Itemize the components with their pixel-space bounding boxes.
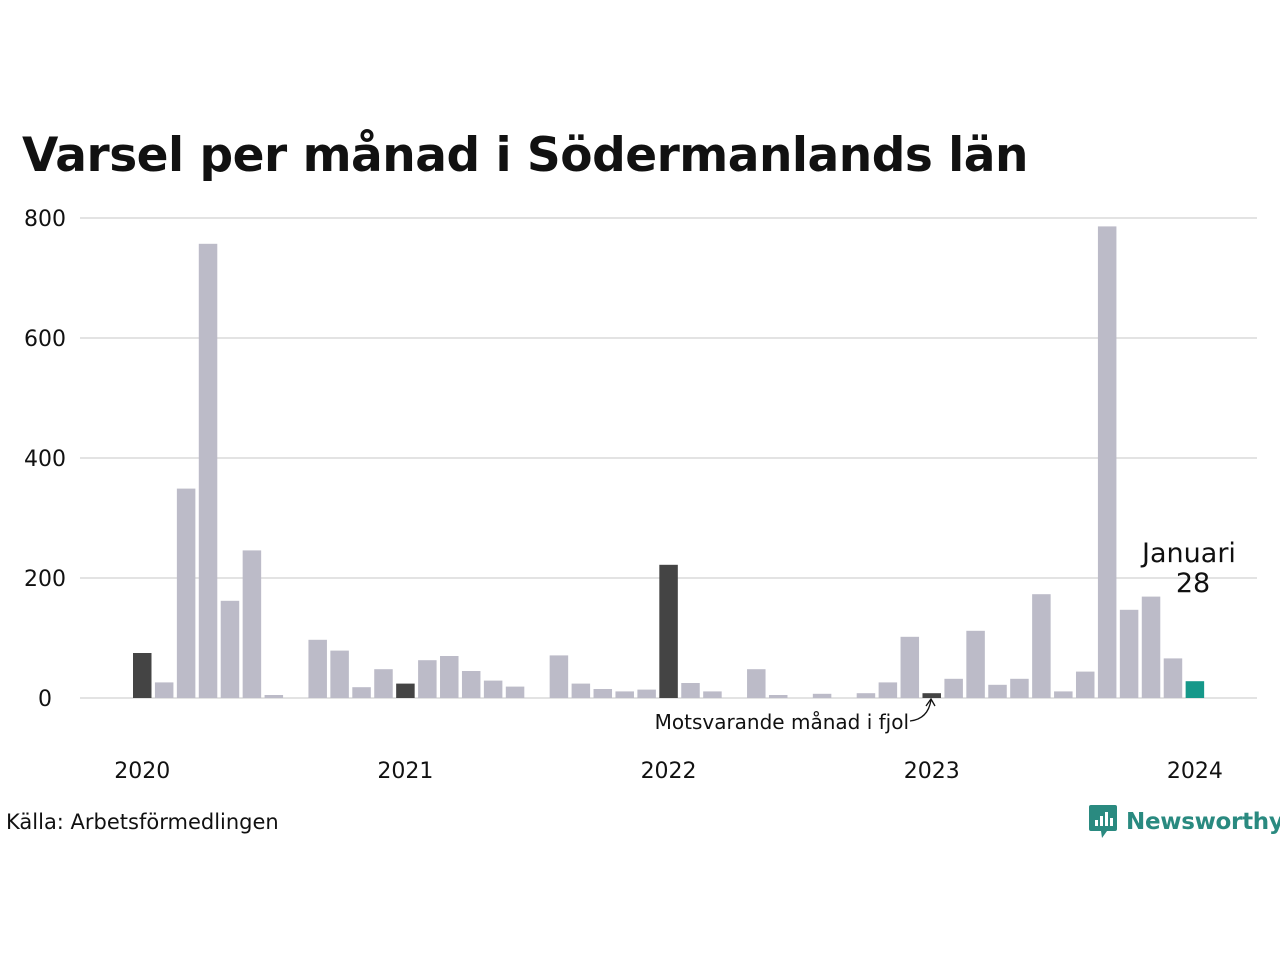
bar-2020-11: [352, 687, 371, 698]
bar-2021-08: [549, 655, 569, 698]
bar-2022-01: [659, 564, 678, 698]
bar-2020-06: [242, 550, 262, 698]
x-tick-label: 2023: [904, 759, 960, 784]
bar-2020-12: [374, 669, 393, 698]
bar-2021-06: [505, 686, 525, 698]
y-tick-label: 800: [24, 207, 66, 232]
bar-2023-07: [1054, 691, 1073, 698]
brand-logo: Newsworthy: [1088, 804, 1280, 840]
x-tick-label: 2021: [377, 759, 433, 784]
bar-2020-04: [198, 243, 218, 699]
previous-year-arrow: [909, 699, 932, 722]
bar-2022-03: [703, 691, 722, 698]
source-note: Källa: Arbetsförmedlingen: [6, 810, 279, 834]
bars: [133, 226, 1205, 699]
bar-2021-09: [571, 683, 591, 698]
bar-2022-06: [768, 695, 788, 698]
bar-2021-11: [615, 691, 634, 698]
bar-2020-09: [308, 639, 327, 698]
bar-2022-12: [900, 636, 920, 698]
bar-2021-02: [418, 660, 437, 698]
bar-2022-11: [878, 682, 898, 698]
bar-2023-10: [1119, 609, 1139, 698]
bar-2022-02: [681, 683, 700, 698]
x-tick-label: 2020: [114, 759, 170, 784]
bar-2023-01: [922, 693, 941, 698]
x-axis-tick-labels: 2020 2021 2022 2023 2024: [114, 759, 1223, 784]
bar-2023-12: [1163, 658, 1183, 698]
bar-2021-03: [440, 656, 459, 698]
bar-2021-01: [396, 683, 415, 698]
bar-2023-03: [966, 630, 985, 698]
bar-2021-10: [593, 689, 613, 698]
y-tick-label: 200: [24, 567, 66, 592]
bar-2020-02: [154, 682, 174, 698]
bar-2023-08: [1075, 671, 1095, 698]
bar-2022-05: [747, 669, 766, 698]
bar-2022-10: [856, 693, 876, 698]
current-month-label: Januari: [1140, 538, 1236, 569]
bar-2024-01: [1185, 681, 1205, 698]
bar-2023-09: [1097, 226, 1117, 698]
y-tick-label: 600: [24, 327, 66, 352]
y-axis-tick-labels: 0 200 400 600 800: [24, 207, 66, 712]
bar-2023-11: [1141, 596, 1161, 698]
bar-2020-01: [133, 653, 152, 698]
bar-2023-02: [944, 678, 963, 698]
bar-2020-05: [220, 600, 240, 698]
brand-name: Newsworthy: [1126, 809, 1280, 835]
bar-2020-07: [264, 695, 284, 698]
y-tick-label: 400: [24, 447, 66, 472]
bar-2021-05: [483, 680, 503, 698]
chart-title: Varsel per månad i Södermanlands län: [22, 128, 1028, 183]
bar-2023-06: [1032, 594, 1051, 698]
bar-2022-08: [812, 693, 832, 698]
bar-2020-10: [330, 650, 349, 698]
bar-2021-12: [637, 689, 656, 698]
previous-year-arrowhead: [925, 697, 936, 707]
y-tick-label: 0: [38, 687, 52, 712]
newsworthy-logo-icon: [1089, 805, 1117, 838]
current-month-value: 28: [1176, 568, 1210, 599]
bar-2020-03: [176, 488, 196, 698]
bar-2023-04: [988, 684, 1007, 698]
previous-year-annotation: Motsvarande månad i fjol: [655, 710, 909, 734]
bar-2023-05: [1010, 678, 1029, 698]
x-tick-label: 2024: [1167, 759, 1223, 784]
annotations: Januari 28 Motsvarande månad i fjol: [655, 538, 1236, 734]
x-tick-label: 2022: [641, 759, 697, 784]
bar-2021-04: [461, 671, 481, 698]
